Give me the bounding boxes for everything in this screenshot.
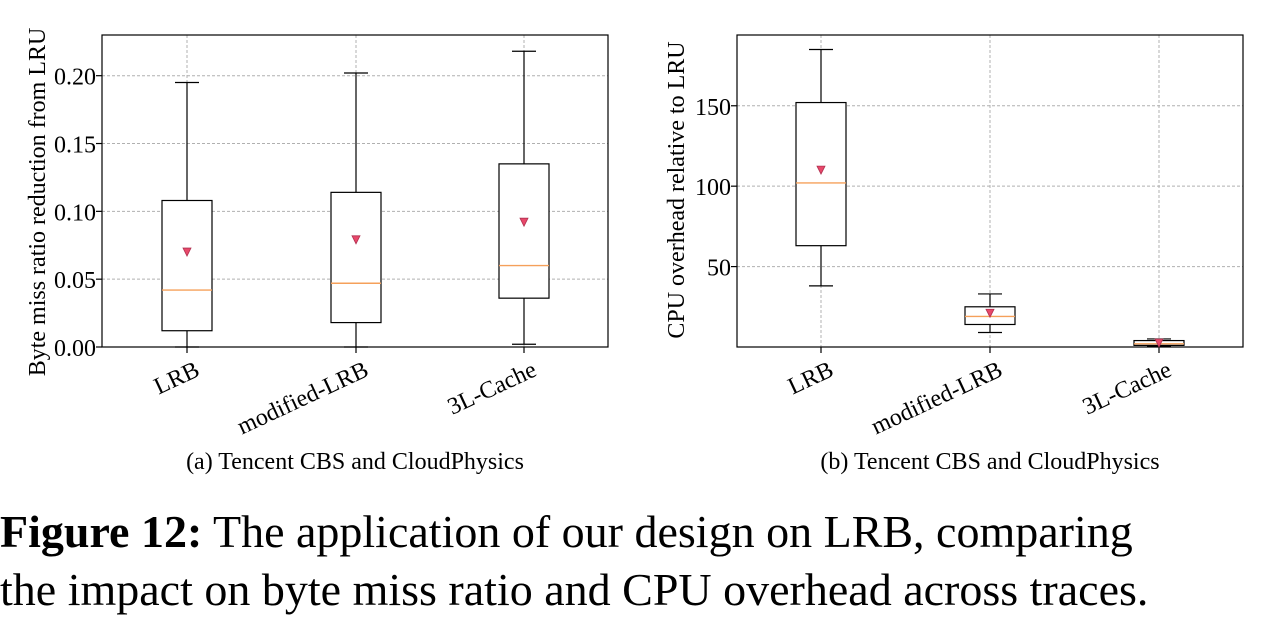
y-tick-label: 0.20	[54, 65, 96, 91]
y-tick-label: 0.00	[54, 336, 96, 362]
y-tick-label: 0.10	[54, 200, 96, 226]
y-tick-label: 0.05	[54, 268, 96, 294]
y-axis-label: Byte miss ratio reduction from LRU	[25, 28, 51, 377]
y-tick-label: 50	[707, 256, 731, 282]
y-tick-label: 100	[695, 175, 731, 201]
figure-caption-text-2: the impact on byte miss ratio and CPU ov…	[0, 564, 1149, 615]
chart-panel-a: 0.00 0.05 0.10 0.15 0.20 LRB modified-LRB 3L-Ca…	[25, 28, 609, 475]
x-tick-label: LRB	[784, 357, 837, 400]
box-3L-Cache	[1133, 338, 1185, 348]
figure-caption-label: Figure 12:	[0, 506, 203, 557]
subfigure-caption: (b) Tencent CBS and CloudPhysics	[820, 449, 1159, 475]
box-modified-LRB	[964, 293, 1016, 334]
x-tick-label: 3L-Cache	[1079, 357, 1176, 421]
y-axis-label: CPU overhead relative to LRU	[664, 41, 690, 338]
chart-panel-b: 50 100 150 LRB modified-LRB 3L-Cache CPU overh…	[664, 34, 1244, 475]
x-tick-label: modified-LRB	[233, 357, 372, 440]
subfigure-caption: (a) Tencent CBS and CloudPhysics	[186, 449, 524, 475]
figure: 0.00 0.05 0.10 0.15 0.20 LRB modified-LRB 3L-Ca…	[25, 28, 1244, 475]
box-LRB	[161, 81, 213, 348]
figure-caption-text-1: The application of our design on LRB, co…	[212, 506, 1133, 557]
iqr-box	[330, 191, 382, 324]
iqr-box	[498, 163, 550, 299]
mean-marker	[182, 247, 192, 257]
figure-caption-line-2: the impact on byte miss ratio and CPU ov…	[0, 561, 1273, 619]
mean-marker	[519, 217, 529, 228]
mean-marker	[985, 308, 995, 319]
box-LRB	[795, 48, 847, 287]
mean-marker	[816, 165, 826, 175]
x-tick-label: modified-LRB	[867, 357, 1006, 440]
box-3L-Cache	[498, 50, 550, 345]
mean-marker	[351, 235, 361, 245]
y-tick-label: 0.15	[54, 133, 96, 159]
box-modified-LRB	[330, 72, 382, 348]
iqr-box	[161, 199, 213, 332]
x-tick-label: 3L-Cache	[444, 357, 541, 421]
y-tick-label: 150	[695, 95, 731, 121]
x-tick-label: LRB	[150, 357, 203, 400]
figure-caption-line-1: Figure 12: The application of our design…	[0, 503, 1273, 561]
mean-marker	[1154, 338, 1164, 348]
